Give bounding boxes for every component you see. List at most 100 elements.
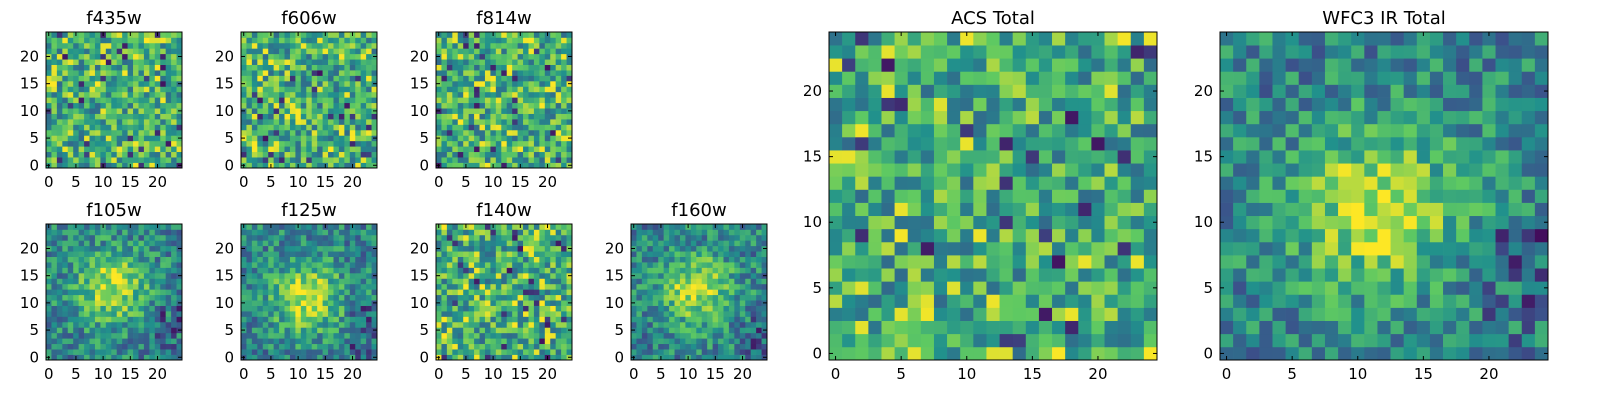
heatmap-cell	[284, 102, 291, 109]
heatmap-cell	[360, 267, 367, 274]
heatmap-cell	[100, 64, 107, 71]
heatmap-cell	[311, 37, 318, 44]
heatmap-cell	[171, 272, 177, 279]
heatmap-cell	[707, 224, 713, 230]
heatmap-cell	[89, 256, 96, 263]
heatmap-cell	[495, 37, 502, 44]
heatmap-cell	[306, 327, 313, 334]
heatmap-cell	[122, 316, 128, 323]
heatmap-cell	[920, 215, 935, 230]
heatmap-cell	[311, 354, 318, 361]
heatmap-cell	[171, 300, 177, 306]
heatmap-cell	[523, 70, 529, 76]
heatmap-cell	[539, 305, 546, 312]
heatmap-cell	[501, 349, 508, 355]
heatmap-cell	[723, 272, 730, 279]
heatmap-cell	[160, 283, 167, 290]
heatmap-cell	[251, 91, 258, 98]
heatmap-cell	[371, 294, 378, 301]
heatmap-cell	[371, 97, 378, 104]
heatmap-cell	[495, 224, 502, 230]
heatmap-cell	[690, 267, 697, 274]
heatmap-cell	[881, 215, 895, 230]
heatmap-cell	[707, 240, 713, 247]
heatmap-cell	[349, 37, 356, 44]
heatmap-cell	[696, 229, 703, 236]
heatmap-cell	[73, 234, 79, 241]
heatmap-cell	[143, 129, 150, 136]
heatmap-cell	[127, 70, 134, 76]
heatmap-cell	[311, 283, 318, 290]
heatmap-cell	[306, 124, 313, 131]
heatmap-cell	[855, 241, 869, 256]
heatmap-cell	[105, 354, 112, 361]
heatmap-cell	[701, 224, 708, 230]
heatmap-cell	[517, 64, 524, 71]
heatmap-cell	[550, 289, 557, 296]
heatmap-cell	[268, 151, 274, 158]
heatmap-cell	[855, 202, 869, 217]
heatmap-cell	[241, 343, 247, 350]
panel-title: f435w	[86, 8, 141, 29]
heatmap-cell	[143, 349, 150, 355]
heatmap-cell	[262, 102, 269, 109]
heatmap-cell	[986, 215, 1000, 230]
heatmap-cell	[338, 349, 345, 355]
heatmap-cell	[171, 102, 177, 109]
heatmap-cell	[78, 86, 85, 93]
heatmap-cell	[842, 268, 856, 282]
heatmap-cell	[1038, 333, 1053, 348]
heatmap-cell	[89, 162, 96, 169]
heatmap-cell	[322, 135, 329, 142]
heatmap-cell	[371, 311, 378, 317]
heatmap-cell	[73, 140, 79, 147]
heatmap-cell	[273, 64, 280, 71]
heatmap-cell	[306, 256, 313, 263]
heatmap-cell	[723, 240, 730, 247]
heatmap-cell	[474, 300, 480, 306]
heatmap-cell	[311, 300, 318, 306]
heatmap-cell	[322, 240, 329, 247]
heatmap-cell	[739, 262, 746, 268]
heatmap-cell	[544, 311, 551, 317]
heatmap-cell	[279, 245, 285, 252]
heatmap-cell	[474, 42, 480, 49]
heatmap-cell	[355, 251, 362, 257]
heatmap-cell	[495, 311, 502, 317]
heatmap-cell	[739, 283, 746, 290]
heatmap-cell	[100, 124, 107, 131]
heatmap-cell	[528, 75, 535, 82]
heatmap-cell	[322, 267, 329, 274]
heatmap-cell	[46, 321, 52, 328]
heatmap-cell	[1025, 176, 1040, 190]
heatmap-cell	[127, 151, 134, 158]
heatmap-cell	[160, 86, 167, 93]
heatmap-cell	[484, 151, 491, 158]
heatmap-cell	[479, 354, 486, 361]
heatmap-cell	[490, 272, 497, 279]
heatmap-cell	[262, 300, 269, 306]
heatmap-cell	[441, 64, 448, 71]
heatmap-cell	[62, 289, 69, 296]
heatmap-cell	[528, 267, 535, 274]
heatmap-cell	[723, 262, 730, 268]
heatmap-cell	[647, 245, 654, 252]
heatmap-cell	[300, 256, 307, 263]
heatmap-cell	[696, 283, 703, 290]
heatmap-cell	[881, 307, 895, 321]
heatmap-cell	[105, 256, 112, 263]
heatmap-cell	[171, 91, 177, 98]
heatmap-cell	[463, 300, 469, 306]
heatmap-cell	[718, 234, 724, 241]
heatmap-cell	[176, 289, 183, 296]
heatmap-cell	[501, 343, 508, 350]
heatmap-cell	[641, 283, 648, 290]
heatmap-cell	[457, 234, 464, 241]
heatmap-cell	[550, 272, 557, 279]
heatmap-cell	[446, 354, 453, 361]
heatmap-cell	[523, 75, 529, 82]
heatmap-cell	[300, 311, 307, 317]
heatmap-cell	[295, 129, 302, 136]
heatmap-cell	[154, 151, 161, 158]
heatmap-cell	[636, 332, 643, 339]
